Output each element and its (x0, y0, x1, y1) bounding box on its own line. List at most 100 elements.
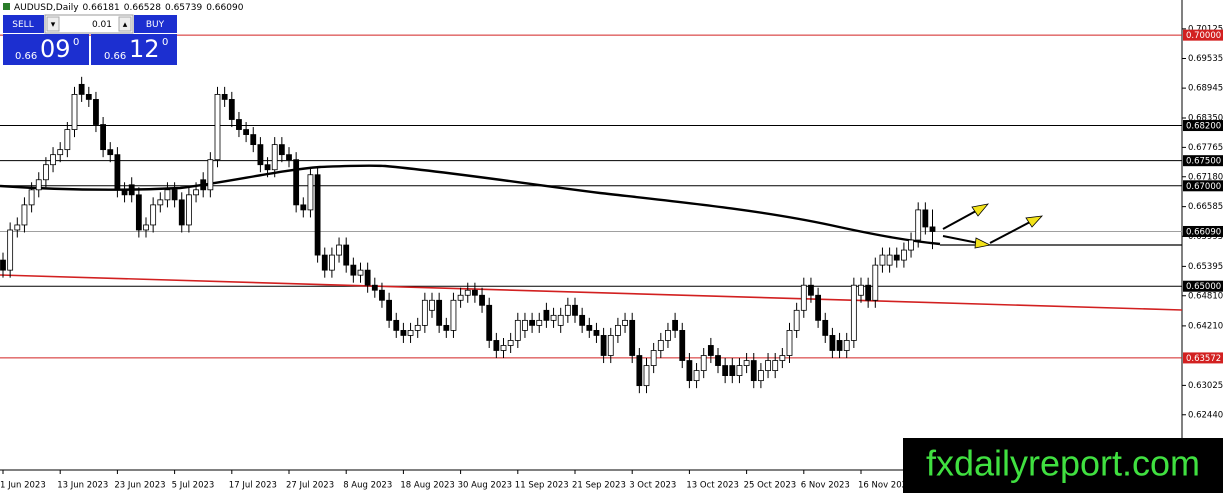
candle-body (901, 249, 907, 261)
candle-body (328, 254, 335, 271)
candle-body (135, 194, 142, 231)
y-tick-label: 0.68350 (1188, 114, 1223, 124)
candle-body (28, 189, 35, 206)
candle-body (622, 319, 628, 326)
candle-body (7, 229, 14, 271)
y-tick-label: 0.62440 (1188, 410, 1223, 420)
candle-body (150, 204, 157, 226)
candle-body (386, 299, 393, 321)
watermark: fxdailyreport.com (926, 443, 1200, 484)
candle-body (14, 224, 21, 231)
candle-body (886, 254, 893, 266)
candles (0, 76, 936, 394)
candle-body (464, 289, 471, 296)
x-tick-label: 25 Oct 2023 (744, 481, 797, 491)
y-tick-label: 0.70125 (1188, 24, 1223, 34)
buy-price-box[interactable] (91, 34, 177, 65)
candle-body (550, 314, 557, 321)
candle-body (636, 355, 643, 387)
candle-body (514, 319, 521, 341)
sell-price-sup: 0 (73, 37, 79, 48)
level-label-box (1183, 180, 1223, 192)
candle-body (657, 340, 664, 351)
sell-label: SELL (12, 20, 33, 30)
y-tick-label: 0.66585 (1188, 202, 1223, 212)
candle-body (350, 264, 357, 276)
candle-body (214, 94, 221, 161)
x-tick-label: 11 Sep 2023 (515, 481, 569, 491)
x-tick-label: 27 Jul 2023 (286, 481, 334, 491)
candle-body (593, 330, 600, 336)
buy-button[interactable] (134, 15, 177, 33)
candle-body (929, 226, 936, 232)
candle-body (650, 350, 657, 366)
y-tick-label: 0.68945 (1188, 84, 1223, 94)
arrow-head (1025, 215, 1044, 228)
candle-body (643, 365, 650, 387)
candle-body (750, 360, 757, 382)
candle-body (922, 209, 929, 228)
candle-body (336, 244, 342, 256)
candle-body (858, 284, 864, 296)
x-tick-label: 6 Nov 2023 (801, 481, 850, 491)
candle-body (471, 289, 478, 296)
candle-body (164, 189, 171, 201)
x-tick-label: 21 Sep 2023 (572, 481, 626, 491)
candle-body (815, 294, 821, 321)
candle-body (207, 159, 214, 191)
lot-down[interactable] (46, 16, 60, 32)
symbol-icon (3, 3, 10, 10)
arrow-shaft (942, 210, 977, 230)
sell-price-big: 09 (40, 35, 71, 63)
arrow-head (971, 203, 990, 217)
arrow-shaft (989, 221, 1031, 244)
candle-body (758, 370, 764, 382)
candle-body (107, 149, 114, 156)
arrows (942, 203, 1044, 249)
candle-body (736, 365, 743, 376)
buy-price-big: 12 (129, 35, 160, 63)
candle-body (765, 360, 771, 371)
candle-body (64, 129, 71, 151)
candle-body (436, 299, 443, 326)
candle-body (343, 244, 350, 266)
candle-body (185, 194, 192, 226)
level-label-box (1183, 225, 1223, 237)
level-label-box (1183, 155, 1223, 167)
x-tick-label: 3 Oct 2023 (629, 481, 676, 491)
candle-body (321, 254, 328, 271)
y-tick-label: 0.67180 (1188, 172, 1223, 182)
level-label: 0.70000 (1186, 31, 1221, 41)
x-tick-label: 13 Jun 2023 (57, 481, 108, 491)
level-label: 0.63572 (1186, 354, 1221, 364)
candle-body (457, 294, 464, 301)
sell-button[interactable] (3, 15, 44, 33)
sell-price-prefix: 0.66 (15, 51, 37, 62)
x-tick-label: 30 Aug 2023 (458, 481, 512, 491)
candle-body (85, 94, 92, 100)
candle-body (808, 284, 814, 296)
x-tick-label: 23 Jun 2023 (114, 481, 165, 491)
candle-body (607, 335, 614, 356)
x-tick-label: 1 Jun 2023 (0, 481, 46, 491)
candle-body (400, 330, 407, 336)
x-tick-label: 16 Nov 2023 (858, 481, 912, 491)
candle-body (893, 254, 900, 261)
time-axis: 1 Jun 2023 13 Jun 2023 23 Jun 2023 5 Jul 20… (0, 470, 912, 491)
candle-body (800, 284, 807, 311)
moving-average (0, 164, 941, 246)
candle-body (572, 304, 578, 316)
arrow-head (974, 237, 992, 249)
lot-up[interactable] (118, 16, 132, 32)
candle-body (586, 324, 593, 331)
candle-body (271, 144, 278, 171)
candle-body (407, 330, 414, 336)
x-tick-label: 17 Jul 2023 (229, 481, 277, 491)
candle-body (379, 289, 385, 301)
x-tick-label: 18 Aug 2023 (400, 481, 454, 491)
candle-body (421, 299, 428, 326)
lot-input[interactable] (44, 14, 134, 34)
candle-body (879, 254, 886, 266)
sell-price-box[interactable] (3, 34, 89, 65)
candle-body (78, 83, 85, 95)
